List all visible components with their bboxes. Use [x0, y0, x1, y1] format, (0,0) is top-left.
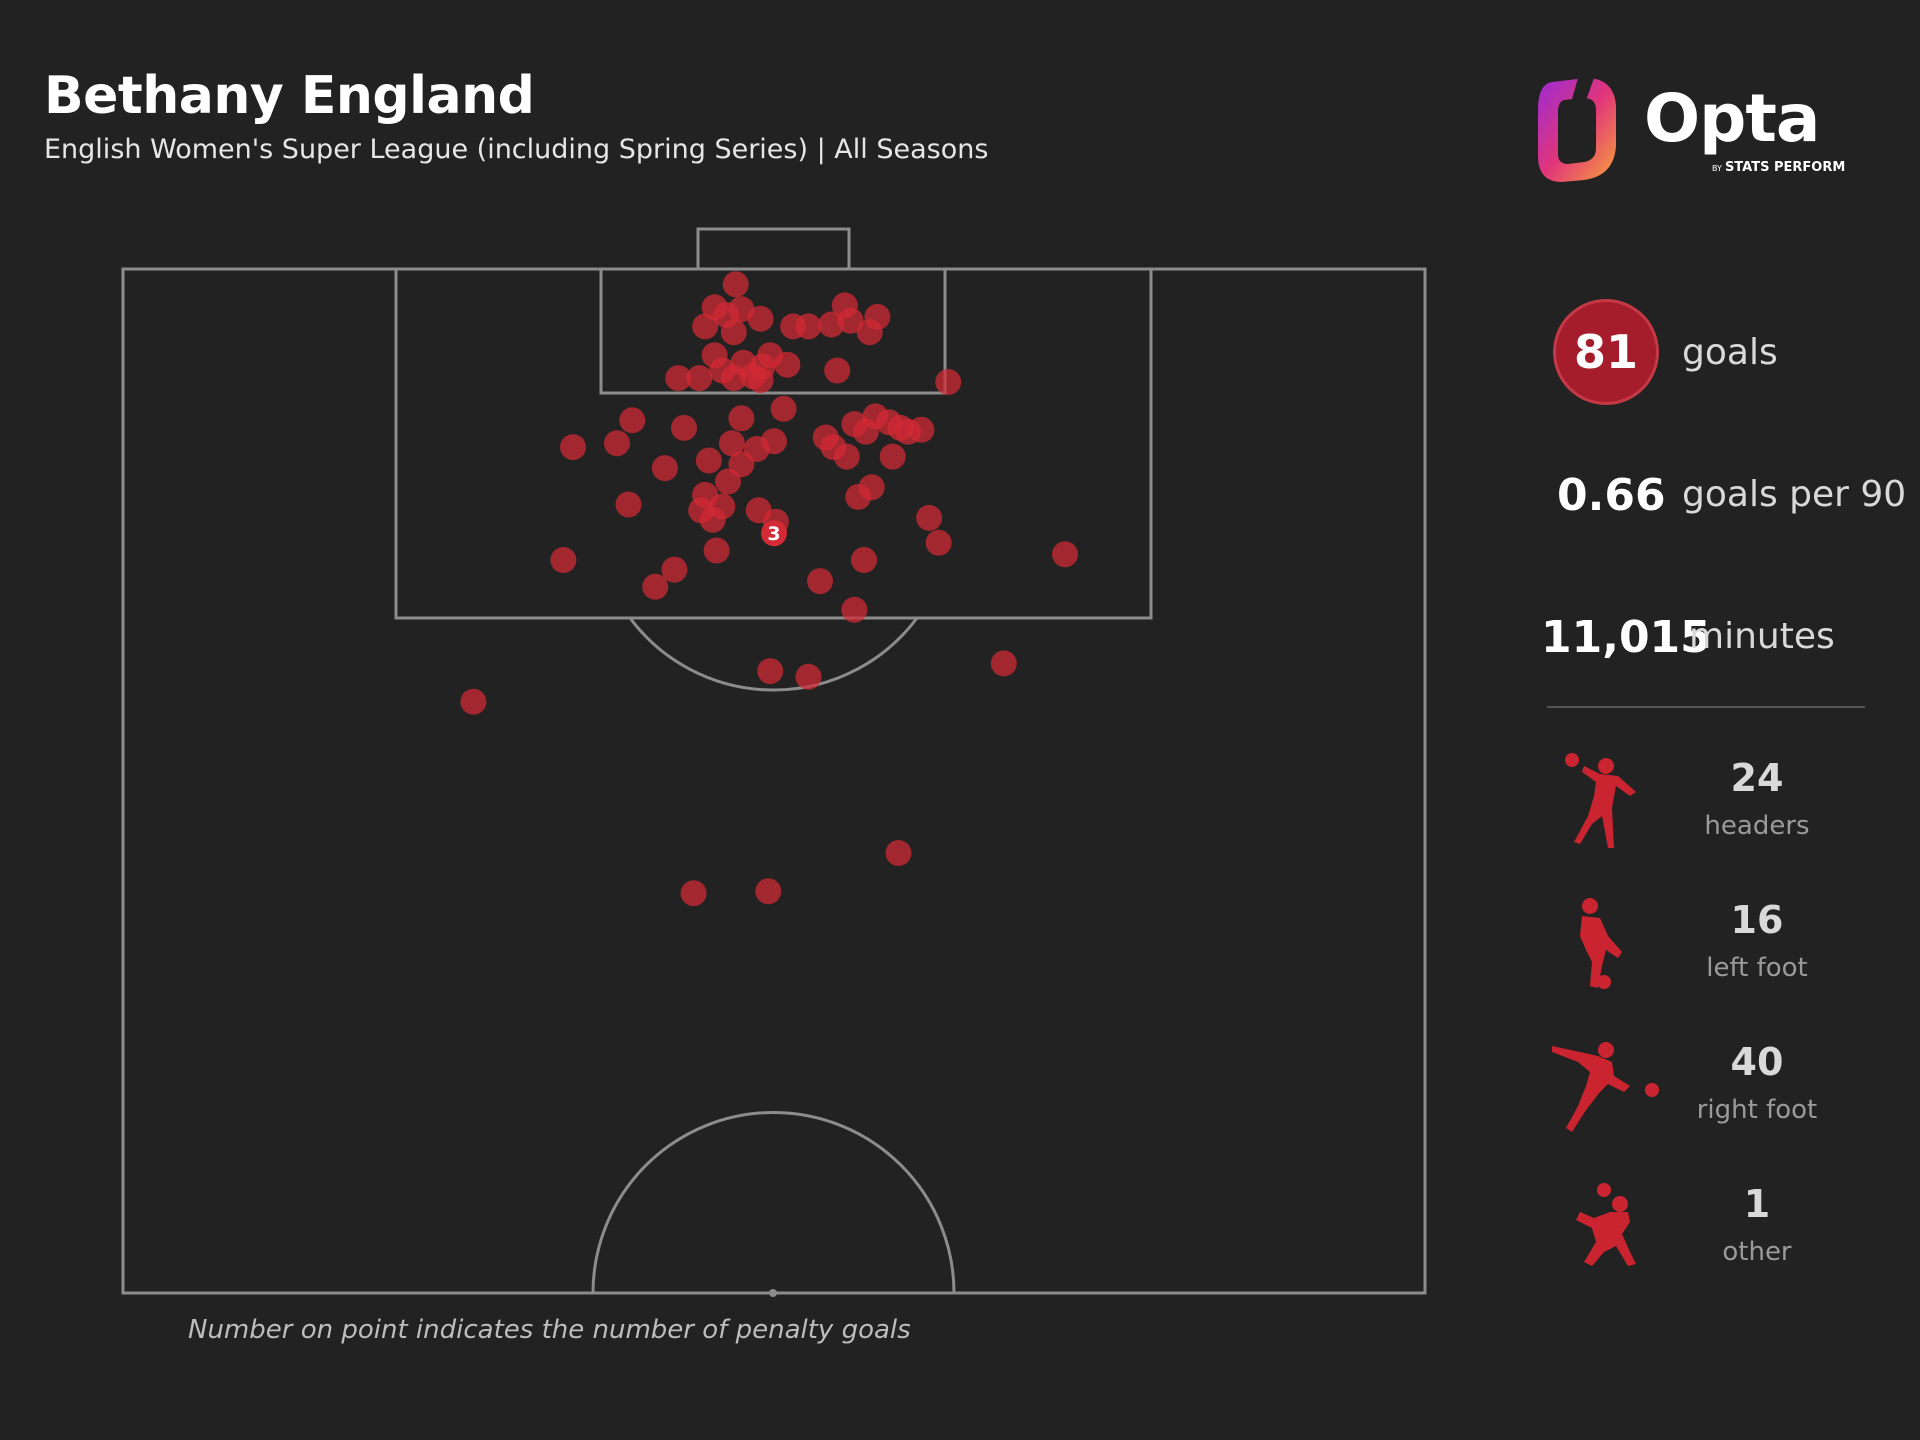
goal-marker — [722, 271, 749, 298]
goal-markers: 3 — [460, 271, 1078, 907]
goal-marker — [795, 313, 822, 340]
goal-marker — [851, 547, 877, 573]
goal-marker — [680, 880, 707, 907]
header-player-icon — [1565, 753, 1636, 848]
goals-total-badge: 81 — [1553, 299, 1659, 405]
penalty-goal-marker — [761, 520, 787, 547]
goal-marker — [935, 369, 962, 395]
goal-marker — [841, 596, 868, 623]
goal-marker — [460, 688, 487, 715]
stats-divider — [1547, 706, 1865, 708]
goal-marker — [795, 663, 822, 690]
goal-marker — [718, 430, 745, 457]
shot-map-pitch: 3 — [121, 227, 1427, 1297]
centre-circle-arc — [591, 1111, 956, 1294]
opta-tagline: BY STATS PERFORM — [1712, 160, 1846, 175]
goal-marker — [858, 474, 885, 501]
goal-marker — [692, 313, 719, 340]
goal-marker — [619, 407, 646, 434]
goal-marker — [720, 319, 747, 346]
headers-count: 24 — [1730, 756, 1784, 800]
goal-marker — [774, 351, 801, 378]
centre-spot — [769, 1289, 777, 1297]
page-subtitle: English Women's Super League (including … — [44, 134, 989, 165]
goal-marker — [715, 468, 741, 495]
goal-marker — [699, 506, 726, 533]
goal-marker — [604, 430, 630, 457]
opta-logo-mark-icon — [1538, 78, 1616, 182]
goal-marker — [824, 357, 851, 384]
goal-marker — [761, 428, 787, 455]
goal-marker — [755, 878, 782, 905]
footnote: Number on point indicates the number of … — [188, 1315, 911, 1345]
goal-marker — [661, 556, 688, 583]
other-player-icon — [1576, 1183, 1636, 1266]
goal-marker — [757, 658, 784, 685]
goal-marker — [990, 650, 1017, 677]
opta-wordmark: Opta — [1644, 80, 1820, 157]
penalty-arc — [628, 617, 919, 692]
page-title: Bethany England — [44, 66, 535, 126]
goal-marker — [885, 840, 912, 866]
goal-marker — [747, 367, 774, 394]
goals-per-90-value: 0.66 — [1557, 470, 1666, 521]
goal-marker — [770, 395, 797, 422]
left-foot-player-icon — [1580, 898, 1622, 989]
headers-label: headers — [1704, 811, 1810, 841]
goal-marker — [908, 416, 935, 443]
goal-marker — [703, 537, 730, 564]
goal-marker — [747, 305, 774, 332]
goals-per-90-label: goals per 90 — [1682, 474, 1907, 515]
goal-marker — [686, 365, 713, 392]
right-foot-player-icon — [1552, 1042, 1659, 1132]
goal-frame — [696, 227, 851, 271]
goal-marker — [671, 414, 697, 441]
goal-marker — [642, 573, 669, 600]
other-count: 1 — [1743, 1182, 1771, 1226]
goal-marker — [925, 529, 952, 556]
goal-marker — [1052, 541, 1078, 568]
goal-marker — [615, 491, 642, 518]
right-foot-label: right foot — [1696, 1095, 1818, 1125]
goal-marker — [651, 455, 678, 482]
goal-marker — [550, 547, 577, 573]
other-label: other — [1722, 1237, 1792, 1267]
left-foot-count: 16 — [1730, 898, 1784, 942]
opta-logo: Opta BY STATS PERFORM — [1534, 76, 1854, 186]
right-foot-count: 40 — [1730, 1040, 1784, 1084]
minutes-value: 11,015 — [1541, 612, 1711, 663]
goal-marker — [720, 365, 747, 392]
goal-marker — [856, 319, 883, 346]
goal-marker — [833, 443, 860, 470]
goal-marker — [728, 405, 755, 432]
goal-marker — [665, 365, 692, 392]
minutes-label: minutes — [1689, 616, 1835, 657]
goal-marker — [695, 447, 722, 474]
goal-marker — [807, 568, 833, 595]
left-foot-label: left foot — [1706, 953, 1808, 983]
goal-marker — [852, 418, 879, 445]
goal-marker — [560, 434, 586, 461]
penalty-count-label: 3 — [767, 523, 780, 545]
pitch-half-outline — [121, 267, 1427, 1295]
goal-marker — [916, 504, 943, 531]
goal-marker — [818, 311, 845, 338]
goal-marker — [879, 443, 906, 470]
goals-label: goals — [1682, 332, 1778, 373]
six-yard-box — [599, 267, 947, 395]
